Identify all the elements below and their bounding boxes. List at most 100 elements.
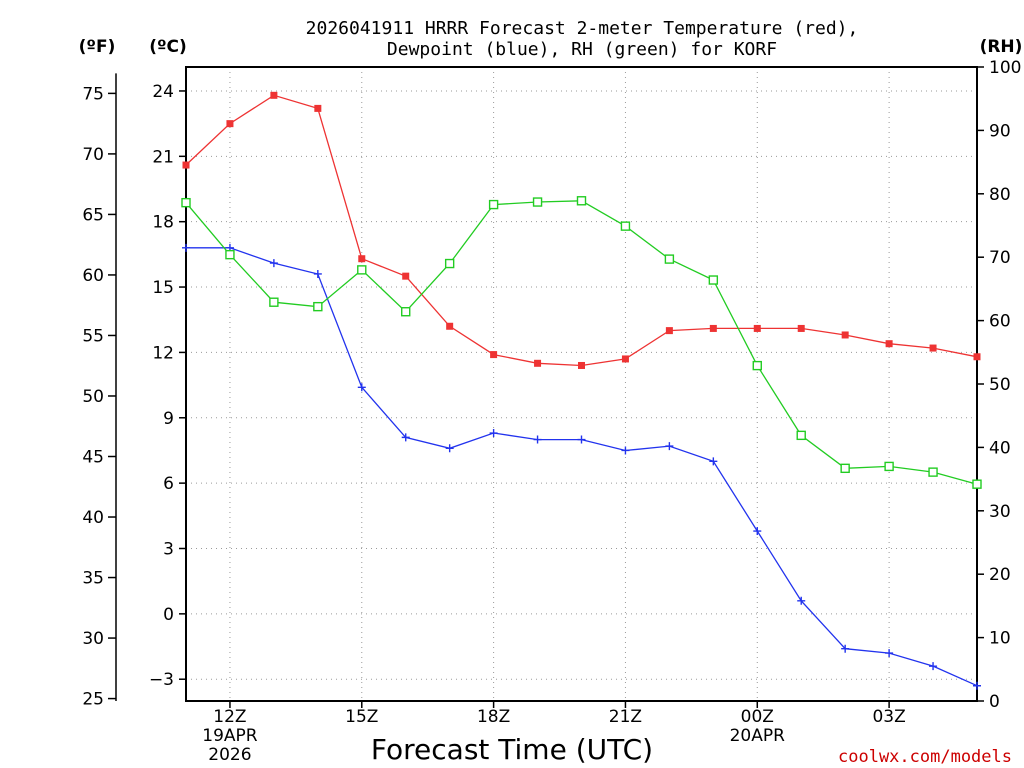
rh-point (664, 254, 675, 264)
rh-point (840, 463, 850, 474)
temperature-point (314, 104, 322, 112)
title-line-1: 2026041911 HRRR Forecast 2-meter Tempera… (306, 18, 859, 39)
rh-tick-label: 20 (989, 565, 1011, 585)
rh-point (620, 221, 631, 231)
temperature-point (490, 351, 498, 359)
temperature-point (270, 91, 278, 99)
rh-tick-label: 40 (989, 438, 1011, 458)
rh-tick-label: 30 (989, 502, 1011, 522)
celsius-tick-label: 6 (163, 474, 174, 494)
temperature-point (709, 324, 717, 332)
fahrenheit-tick-label: 75 (82, 84, 104, 104)
dewpoint-point (577, 435, 586, 444)
x-tick-label: 18Z (477, 707, 510, 727)
dewpoint-point (797, 596, 806, 605)
celsius-tick-label: −3 (149, 670, 174, 690)
x-tick-label: 00Z (741, 707, 774, 727)
dewpoint-point (401, 433, 410, 442)
x-axis-title: Forecast Time (UTC) (371, 733, 653, 766)
temperature-point (446, 322, 454, 330)
rh-point (884, 461, 894, 472)
temperature-point (665, 327, 673, 335)
title: 2026041911 HRRR Forecast 2-meter Tempera… (306, 18, 859, 60)
dewpoint-point (533, 435, 542, 444)
axes: −3 0 3 6 9 12 15 18 21 24 25 30 35 40 45 50 55 60 65 70 75 0 1… (82, 58, 1021, 765)
celsius-tick-label: 9 (163, 409, 174, 429)
rh-point (401, 307, 411, 317)
temperature-point (534, 359, 542, 367)
temperature-point (929, 344, 937, 352)
temperature-point (578, 361, 585, 369)
dewpoint-point (269, 259, 278, 268)
title-line-2: Dewpoint (blue), RH (green) for KORF (387, 39, 777, 60)
celsius-tick-label: 24 (152, 82, 174, 102)
dewpoint-point (973, 681, 981, 690)
x-tick-label: 03Z (872, 707, 905, 727)
rh-tick-label: 0 (989, 692, 1000, 712)
dewpoint-point (841, 644, 850, 653)
fahrenheit-tick-label: 60 (82, 266, 104, 286)
rh-point (796, 430, 806, 441)
celsius-tick-label: 21 (152, 147, 174, 167)
fahrenheit-tick-label: 25 (82, 690, 104, 710)
fahrenheit-tick-label: 40 (82, 508, 104, 528)
data-series (181, 91, 982, 690)
dewpoint-point (313, 269, 322, 278)
rh-tick-label: 10 (989, 629, 1011, 649)
celsius-tick-label: 0 (163, 605, 174, 625)
rh-point (708, 275, 719, 285)
temperature-point (973, 353, 981, 361)
rh-point (444, 258, 455, 269)
temperature-point (182, 161, 190, 169)
dewpoint-point (709, 457, 718, 466)
temperature-line (185, 94, 978, 367)
celsius-tick-label: 18 (152, 213, 174, 233)
dewpoint-point (357, 383, 366, 392)
rh-tick-label: 80 (989, 185, 1011, 205)
rh-tick-label: 70 (989, 248, 1011, 268)
dewpoint-point (665, 442, 674, 451)
dewpoint-point (885, 649, 894, 658)
temperature-point (797, 324, 805, 332)
rh-point (928, 467, 938, 477)
rh-unit-label: (RH) (980, 37, 1023, 57)
celsius-tick-label: 15 (152, 278, 174, 298)
fahrenheit-tick-label: 30 (82, 629, 104, 649)
rh-point (752, 360, 762, 371)
x-tick-date-label: 20APR (730, 726, 786, 746)
temperature-point (402, 272, 410, 280)
rh-tick-label: 50 (989, 375, 1011, 395)
fahrenheit-tick-label: 55 (82, 326, 104, 346)
celsius-tick-label: 12 (152, 343, 174, 363)
rh-point (972, 479, 982, 489)
temperature-point (885, 340, 893, 348)
rh-point (313, 301, 323, 312)
rh-tick-label: 60 (989, 312, 1011, 332)
dewpoint-point (929, 662, 938, 671)
grid (186, 67, 977, 701)
dewpoint-point (753, 527, 762, 536)
temperature-point (753, 324, 761, 332)
temperature-point (358, 255, 366, 263)
dewpoint-point (445, 444, 454, 453)
rh-point (181, 197, 191, 208)
rh-point (357, 265, 367, 275)
x-tick-label: 21Z (609, 707, 642, 727)
rh-point (532, 197, 543, 207)
x-tick-label: 12Z (213, 707, 246, 727)
fahrenheit-unit-label: (ºF) (79, 37, 116, 57)
dewpoint-point (489, 429, 498, 438)
fahrenheit-tick-label: 65 (82, 205, 104, 225)
temperature-point (226, 120, 234, 128)
x-tick-date-label: 19APR (202, 726, 258, 746)
fahrenheit-tick-label: 70 (82, 145, 104, 165)
rh-point (576, 196, 587, 206)
dewpoint-line (186, 247, 978, 687)
temperature-point (841, 331, 849, 339)
rh-point (269, 297, 279, 307)
temperature-point (621, 355, 629, 363)
rh-tick-label: 90 (989, 121, 1011, 141)
dewpoint-point (621, 446, 630, 455)
fahrenheit-tick-label: 35 (82, 569, 104, 589)
